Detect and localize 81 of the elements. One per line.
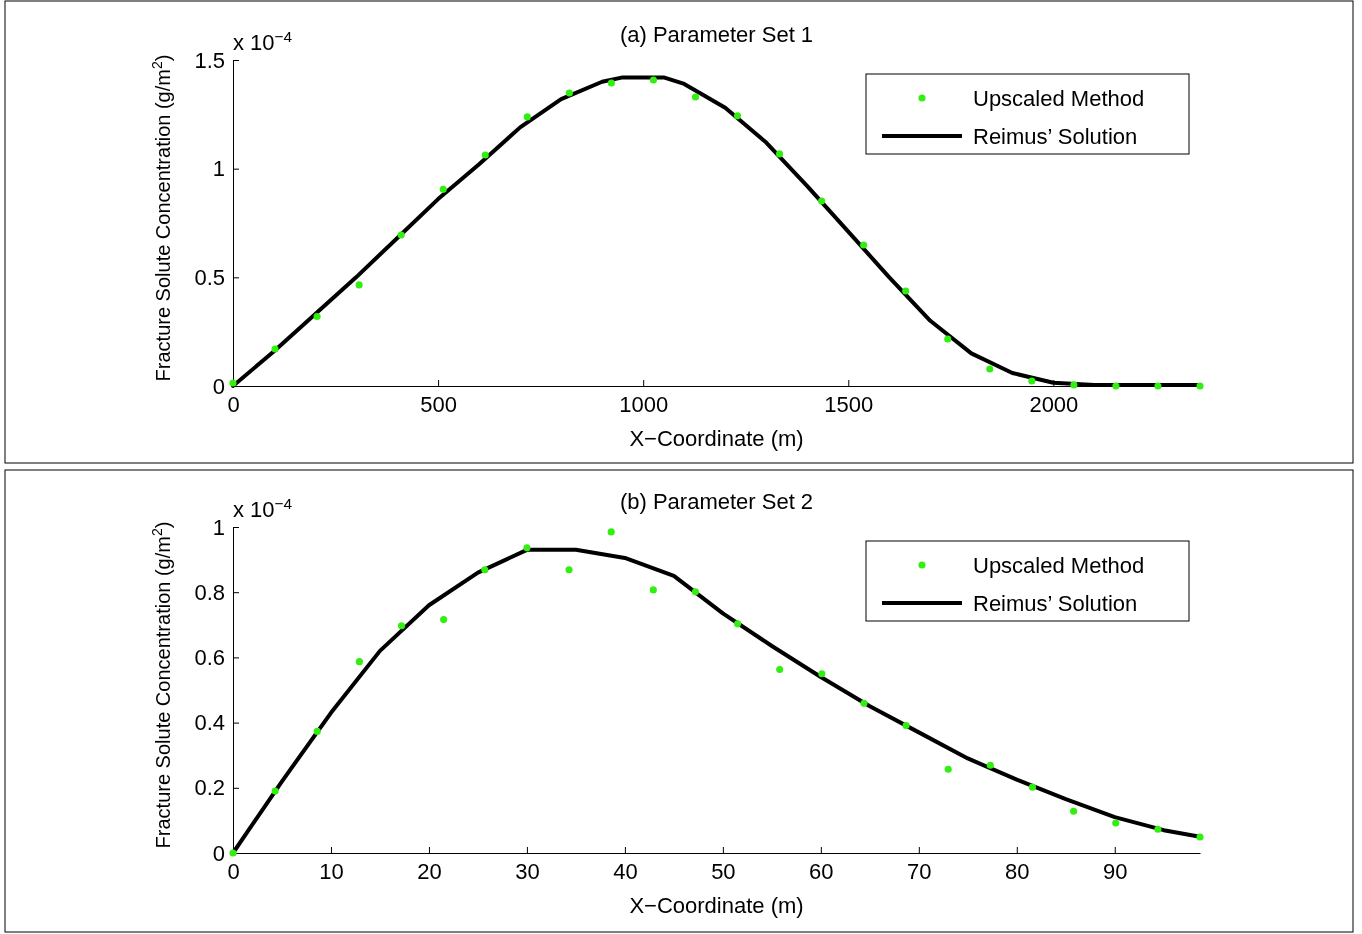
point bbox=[944, 335, 952, 343]
point bbox=[1154, 382, 1162, 390]
x-tick-label: 80 bbox=[1005, 858, 1030, 884]
x-tick-label: 70 bbox=[907, 858, 932, 884]
point bbox=[607, 79, 615, 87]
point bbox=[355, 281, 363, 289]
x-axis-title: X−Coordinate (m) bbox=[629, 426, 804, 451]
x-tick-label: 90 bbox=[1103, 858, 1128, 884]
point bbox=[523, 544, 531, 552]
point bbox=[902, 721, 910, 730]
point bbox=[649, 586, 657, 594]
point bbox=[776, 665, 784, 674]
point bbox=[1196, 833, 1204, 841]
x-axis-title: X−Coordinate (m) bbox=[629, 893, 804, 918]
y-tick-label: 0.2 bbox=[194, 775, 225, 801]
point bbox=[818, 197, 826, 205]
x-tick-label: 1500 bbox=[824, 391, 874, 417]
point bbox=[1154, 825, 1162, 833]
point bbox=[1028, 783, 1037, 791]
y-tick-label: 0 bbox=[212, 840, 225, 866]
point bbox=[481, 566, 489, 574]
point bbox=[733, 112, 742, 120]
point bbox=[1028, 377, 1036, 385]
point bbox=[313, 727, 321, 735]
point bbox=[691, 588, 699, 596]
y-tick-label: 0.8 bbox=[194, 579, 225, 605]
y-tick-label: 0.4 bbox=[194, 710, 225, 736]
point bbox=[313, 312, 321, 321]
x-tick-label: 500 bbox=[420, 391, 457, 417]
point bbox=[1196, 382, 1204, 390]
point bbox=[902, 287, 910, 295]
point bbox=[439, 185, 447, 193]
point bbox=[565, 89, 573, 97]
point bbox=[1070, 381, 1078, 389]
point bbox=[481, 151, 489, 159]
x-tick-label: 2000 bbox=[1029, 391, 1079, 417]
text: x 10$^{−4}$ bbox=[233, 27, 293, 55]
point bbox=[986, 761, 994, 769]
point bbox=[397, 231, 405, 239]
point bbox=[1112, 382, 1120, 390]
legend-label: Reimus’ Solution bbox=[973, 124, 1138, 149]
text: x 10$^{−4}$ bbox=[233, 494, 293, 522]
y-tick-label: 1 bbox=[212, 514, 225, 540]
y-tick-label: 1.5 bbox=[194, 47, 225, 73]
point bbox=[818, 670, 826, 678]
x-tick-label: 60 bbox=[809, 858, 834, 884]
y-tick-label: 0.6 bbox=[194, 644, 225, 670]
point bbox=[397, 622, 406, 630]
legend-label: Reimus’ Solution bbox=[973, 591, 1138, 616]
point bbox=[944, 765, 952, 773]
point bbox=[860, 699, 868, 707]
point bbox=[607, 528, 615, 536]
point bbox=[271, 787, 279, 795]
x-tick-label: 10 bbox=[319, 858, 344, 884]
point bbox=[229, 379, 237, 387]
point bbox=[691, 93, 700, 101]
point bbox=[565, 566, 573, 574]
point bbox=[776, 150, 784, 158]
legend-label: Upscaled Method bbox=[973, 86, 1145, 111]
point bbox=[1070, 807, 1078, 815]
x-tick-label: 40 bbox=[613, 858, 638, 884]
x-tick-label: 50 bbox=[711, 858, 736, 884]
point bbox=[1112, 819, 1120, 827]
point bbox=[986, 365, 994, 373]
x-tick-label: 20 bbox=[417, 858, 442, 884]
point bbox=[440, 616, 448, 624]
point bbox=[734, 620, 742, 628]
y-tick-label: 0.5 bbox=[194, 264, 225, 290]
point bbox=[355, 658, 363, 666]
x-tick-label: 30 bbox=[515, 858, 540, 884]
y-tick-label: 0 bbox=[212, 373, 225, 399]
legend-label: Upscaled Method bbox=[973, 553, 1145, 578]
point bbox=[271, 345, 279, 353]
point bbox=[860, 241, 868, 249]
point bbox=[523, 113, 531, 121]
chart-title: (b) Parameter Set 2 bbox=[619, 489, 814, 514]
x-tick-label: 1000 bbox=[619, 391, 669, 417]
chart-title: (a) Parameter Set 1 bbox=[619, 22, 814, 47]
y-tick-label: 1 bbox=[212, 156, 225, 182]
point bbox=[229, 849, 237, 857]
point bbox=[649, 76, 657, 84]
